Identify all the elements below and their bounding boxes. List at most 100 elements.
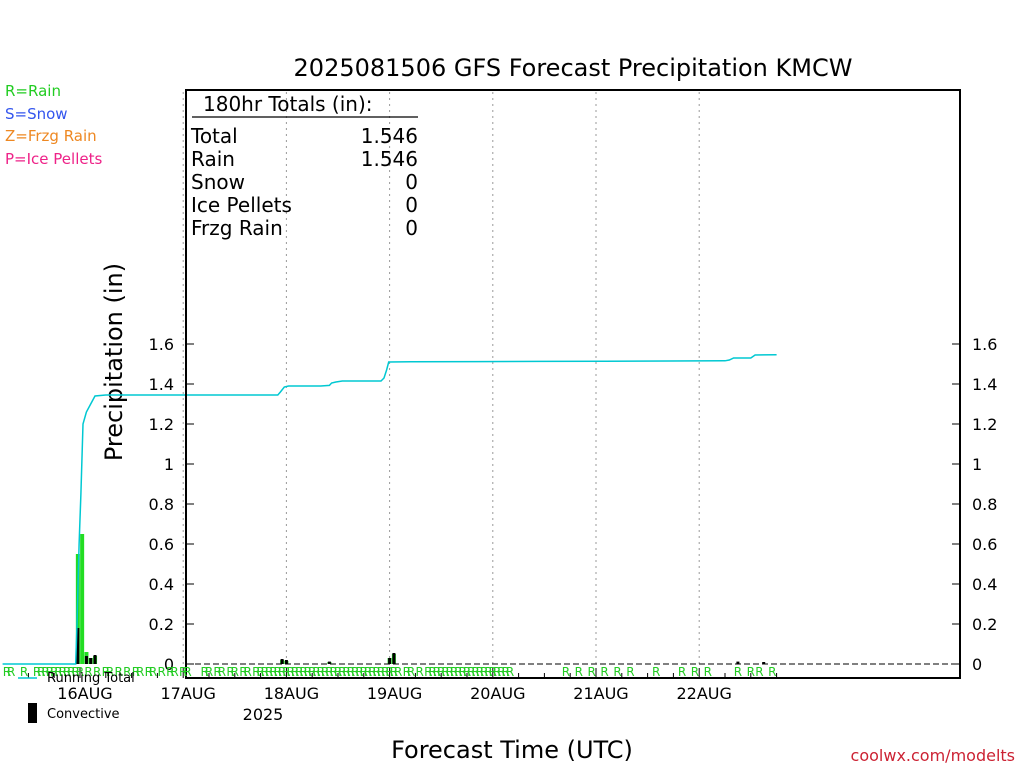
- rain-mark: R: [123, 665, 131, 679]
- y-tick-label-right: 0.6: [972, 535, 997, 554]
- chart-legend: Running Total Convective: [18, 671, 135, 723]
- running-total-line: [2, 354, 777, 665]
- convective-bar: [84, 656, 88, 664]
- rain-mark: R: [342, 665, 350, 679]
- rain-mark: R: [437, 665, 445, 679]
- rain-mark: R: [734, 665, 742, 679]
- rain-mark: R: [450, 665, 458, 679]
- y-tick-label-right: 1: [972, 455, 982, 474]
- rain-mark: R: [93, 665, 101, 679]
- rain-mark: R: [33, 665, 41, 679]
- rain-mark: R: [295, 665, 303, 679]
- rain-mark: R: [562, 665, 570, 679]
- totals-header: 180hr Totals (in):: [203, 92, 373, 116]
- rain-mark: R: [403, 665, 411, 679]
- rain-mark: R: [373, 665, 381, 679]
- rain-mark: R: [299, 665, 307, 679]
- rain-mark: R: [46, 665, 54, 679]
- rain-mark: R: [304, 665, 312, 679]
- rain-mark: R: [355, 665, 363, 679]
- rain-mark: R: [231, 665, 239, 679]
- x-ticks: 16AUG 17AUG 18AUG 19AUG 20AUG 21AUG 22AUG: [27, 668, 778, 703]
- rain-mark: R: [261, 665, 269, 679]
- convective-bar: [736, 661, 740, 664]
- y-tick-label-right: 1.2: [972, 415, 997, 434]
- rain-mark: R: [67, 665, 75, 679]
- rain-mark: R: [497, 665, 505, 679]
- rain-mark: R: [252, 665, 260, 679]
- y-tick-label-left: 0.6: [149, 535, 174, 554]
- convective-bar: [388, 658, 392, 664]
- rain-mark: R: [179, 665, 187, 679]
- rain-mark: R: [493, 665, 501, 679]
- plot-frame: [185, 89, 961, 679]
- chart-title: 2025081506 GFS Forecast Precipitation KM…: [294, 54, 853, 82]
- rain-mark: R: [325, 665, 333, 679]
- y-ticks: 0 0 0.2 0.2 0.4 0.4 0.6 0.6 0.8 0.8 1 1 1.2 1.2 1.4 1.4…: [149, 335, 998, 674]
- rain-mark: R: [416, 665, 424, 679]
- legend-convective-swatch: [28, 703, 37, 723]
- rain-mark: R: [476, 665, 484, 679]
- rain-mark: R: [394, 665, 402, 679]
- rain-mark: R: [84, 665, 92, 679]
- convective-bar: [327, 661, 331, 664]
- rain-mark: R: [484, 665, 492, 679]
- y-tick-label-right: 0.8: [972, 495, 997, 514]
- rain-mark: R: [364, 665, 372, 679]
- rain-mark: R: [256, 665, 264, 679]
- rain-mark: R: [368, 665, 376, 679]
- rain-mark: R: [506, 665, 514, 679]
- rain-mark: R: [626, 665, 634, 679]
- rain-mark: R: [274, 665, 282, 679]
- rain-mark: R: [244, 665, 252, 679]
- rain-mark: R: [287, 665, 295, 679]
- rain-mark: R: [351, 665, 359, 679]
- y-tick-label-right: 0.2: [972, 615, 997, 634]
- rain-mark: R: [282, 665, 290, 679]
- rain-mark: R: [747, 665, 755, 679]
- rain-mark: R: [575, 665, 583, 679]
- key-snow: S=Snow: [5, 105, 68, 123]
- totals-row-label: Ice Pellets: [191, 193, 292, 217]
- rain-mark: R: [170, 665, 178, 679]
- totals-row-value: 0: [405, 193, 418, 217]
- convective-bar: [284, 660, 288, 664]
- rain-mark: R: [489, 665, 497, 679]
- rain-mark: R: [213, 665, 221, 679]
- rain-mark: R: [166, 665, 174, 679]
- convective-bar: [76, 628, 80, 664]
- rain-mark: R: [330, 665, 338, 679]
- rain-mark: R: [54, 665, 62, 679]
- y-tick-label-left: 0: [164, 655, 174, 674]
- rain-mark: R: [428, 665, 436, 679]
- rain-mark: R: [652, 665, 660, 679]
- rain-mark: R: [201, 665, 209, 679]
- rain-mark: R: [63, 665, 71, 679]
- rain-mark: R: [312, 665, 320, 679]
- rain-mark: R: [308, 665, 316, 679]
- y-tick-label-left: 0.4: [149, 575, 174, 594]
- bar-series: [75, 534, 766, 664]
- x-tick-label: 18AUG: [264, 684, 319, 703]
- rain-mark: R: [3, 665, 11, 679]
- x-tick-label: 22AUG: [676, 684, 731, 703]
- rain-mark: R: [321, 665, 329, 679]
- convective-bar: [280, 659, 284, 664]
- rain-mark: R: [407, 665, 415, 679]
- rain-mark: R: [441, 665, 449, 679]
- y-tick-label-right: 1.6: [972, 335, 997, 354]
- key-rain: R=Rain: [5, 82, 61, 100]
- y-tick-label-left: 0.8: [149, 495, 174, 514]
- rain-mark: R: [145, 665, 153, 679]
- totals-row-value: 1.546: [361, 124, 418, 148]
- rain-mark: R: [454, 665, 462, 679]
- credit-text: coolwx.com/modelts: [851, 746, 1015, 765]
- rain-mark: R: [755, 665, 763, 679]
- rain-mark: R: [205, 665, 213, 679]
- rain-mark: R: [265, 665, 273, 679]
- rain-mark: R: [502, 665, 510, 679]
- rain-mark: R: [381, 665, 389, 679]
- rain-mark: R: [278, 665, 286, 679]
- x-gridlines: [182, 92, 700, 664]
